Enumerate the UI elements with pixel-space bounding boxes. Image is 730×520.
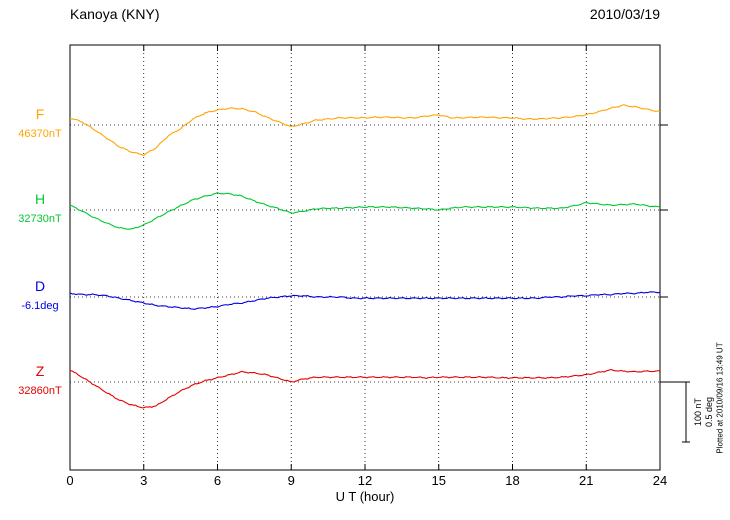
x-tick-label-9: 9: [288, 473, 295, 488]
date-label: 2010/03/19: [589, 6, 660, 22]
x-tick-label-15: 15: [432, 473, 446, 488]
scale-bar-deg-label: 0.5 deg: [704, 396, 714, 428]
x-tick-label-18: 18: [505, 473, 519, 488]
x-tick-label-6: 6: [214, 473, 221, 488]
trace-F: [69, 104, 661, 157]
x-tick-label-0: 0: [66, 473, 73, 488]
channel-F-letter: F: [36, 106, 45, 122]
scale-bar-nt-label: 100 nT: [693, 397, 703, 427]
station-title: Kanoya (KNY): [70, 6, 160, 22]
channel-D-letter: D: [35, 278, 45, 294]
channel-D-baseline-value: -6.1deg: [21, 300, 58, 312]
x-axis-title: U T (hour): [335, 489, 395, 504]
channel-Z-letter: Z: [36, 363, 45, 379]
trace-Z: [69, 368, 661, 409]
trace-D: [69, 291, 661, 310]
channel-H-baseline-value: 32730nT: [18, 213, 62, 225]
x-tick-label-21: 21: [579, 473, 593, 488]
x-tick-label-3: 3: [140, 473, 147, 488]
channel-Z-baseline-value: 32860nT: [18, 385, 62, 397]
plotted-at-note: Plotted at 2010/09/16 13:49 UT: [715, 342, 725, 454]
channel-H-letter: H: [35, 191, 45, 207]
channel-F-baseline-value: 46370nT: [18, 128, 62, 140]
x-tick-label-24: 24: [653, 473, 667, 488]
trace-H: [69, 192, 661, 230]
x-tick-label-12: 12: [358, 473, 372, 488]
